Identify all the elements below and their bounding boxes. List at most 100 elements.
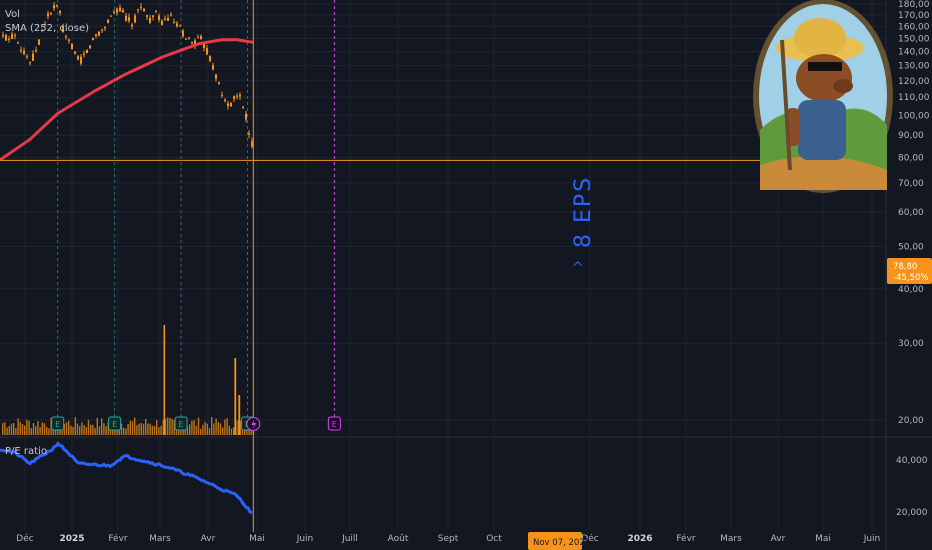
volume-bar: [48, 428, 50, 435]
volume-bar: [43, 423, 46, 435]
time-tick-label: Févr: [108, 533, 128, 544]
candle-body: [41, 29, 43, 31]
candle-body: [89, 45, 91, 49]
volume-bar: [118, 426, 120, 435]
price-tick-label: 30,00: [898, 339, 924, 349]
candle-body: [209, 56, 211, 61]
upcoming-earnings-icon[interactable]: E: [327, 416, 341, 431]
candle-body: [239, 94, 241, 97]
candle-body: [23, 50, 25, 54]
volume-bar: [54, 427, 57, 435]
volume-bar: [160, 425, 162, 435]
volume-bar: [72, 426, 74, 435]
volume-label[interactable]: Vol: [5, 9, 20, 20]
sma-label[interactable]: SMA (252, close): [5, 23, 89, 34]
price-tick-label: 80,00: [898, 154, 924, 164]
earnings-markers[interactable]: EEEEE: [51, 416, 341, 431]
candle-body: [191, 42, 193, 44]
volume-bar: [250, 428, 252, 435]
candle-body: [149, 17, 151, 23]
volume-bar: [211, 417, 213, 435]
time-tick-label: Sept: [438, 534, 459, 544]
volume-bar: [87, 419, 90, 435]
avatar: [753, 0, 893, 193]
volume-bar: [180, 428, 182, 435]
price-tick-label: 170,00: [898, 11, 930, 21]
lightning-icon[interactable]: [246, 417, 261, 431]
volume-bar: [206, 423, 208, 435]
price-tick-label: 150,00: [898, 35, 930, 45]
price-tick-label: 130,00: [898, 62, 930, 72]
candle-body: [116, 8, 118, 13]
candle-body: [110, 15, 112, 17]
volume-bar: [125, 428, 127, 435]
candle-body: [158, 15, 160, 21]
volume-bar: [171, 418, 173, 435]
time-tick-label: Mars: [149, 534, 171, 544]
volume-bar: [120, 423, 123, 435]
candle-body: [38, 39, 40, 45]
candle-body: [71, 43, 73, 50]
volume-bar: [224, 419, 226, 435]
volume-bar: [61, 426, 63, 435]
volume-bar: [37, 420, 39, 435]
volume-bar: [116, 427, 118, 435]
volume-bar: [10, 423, 13, 435]
candle-body: [47, 13, 49, 17]
candle-body: [53, 5, 55, 9]
pe-tick-label: 40,000: [896, 456, 928, 466]
time-tick-label: Déc: [581, 533, 598, 544]
pe-axis[interactable]: 40,000 20,000: [896, 456, 928, 518]
candle-body: [32, 53, 34, 61]
candle-body: [152, 15, 154, 17]
candle-body: [59, 10, 61, 14]
earnings-icon[interactable]: E: [174, 416, 188, 431]
candle-body: [20, 49, 22, 51]
earnings-icon[interactable]: E: [108, 416, 122, 431]
time-axis[interactable]: Déc 2025 Févr Mars Avr Mai Juin Juill Août Sept Oc…: [16, 533, 880, 544]
eps-annotation: 8 EPS: [571, 176, 596, 248]
time-tick-label: Mars: [720, 534, 742, 544]
candle-body: [161, 20, 163, 26]
volume-bar: [123, 427, 125, 435]
earnings-icon-frame: [327, 416, 341, 431]
volume-bar: [98, 426, 101, 435]
time-tick-label: Mai: [815, 534, 831, 544]
candle-body: [92, 38, 94, 40]
candle-body: [233, 96, 235, 99]
candle-body: [50, 13, 52, 15]
candle-body: [143, 8, 145, 12]
earnings-icon-frame: [174, 416, 188, 431]
candle-body: [95, 34, 97, 37]
time-tick-label: Août: [388, 534, 409, 544]
volume-bar: [230, 428, 233, 435]
volume-bar: [237, 420, 239, 435]
candle-body: [173, 22, 175, 24]
eps-caret: ^: [572, 260, 584, 276]
price-tick-label: 120,00: [898, 77, 930, 87]
time-tick-label: Déc: [16, 533, 33, 544]
pe-label[interactable]: P/E ratio: [5, 446, 47, 457]
volume-bar: [208, 427, 211, 435]
volume-bar: [145, 418, 147, 435]
volume-bar: [134, 417, 136, 435]
volume-bar: [105, 426, 107, 435]
volume-bar: [153, 426, 156, 435]
earnings-guides: [57, 0, 335, 418]
candle-body: [203, 44, 205, 49]
candle-body: [200, 36, 202, 39]
volume-bar: [63, 423, 65, 435]
candle-body: [65, 36, 67, 38]
candle-body: [14, 35, 16, 37]
volume-bars: [2, 325, 255, 435]
volume-bar: [21, 424, 24, 435]
candle-body: [194, 40, 196, 46]
time-tick-label: Avr: [771, 534, 786, 544]
volume-bar: [24, 425, 26, 435]
price-tick-label: 90,00: [898, 131, 924, 141]
earnings-icon[interactable]: E: [51, 416, 65, 431]
candle-body: [11, 34, 13, 40]
price-tick-label: 100,00: [898, 111, 930, 121]
